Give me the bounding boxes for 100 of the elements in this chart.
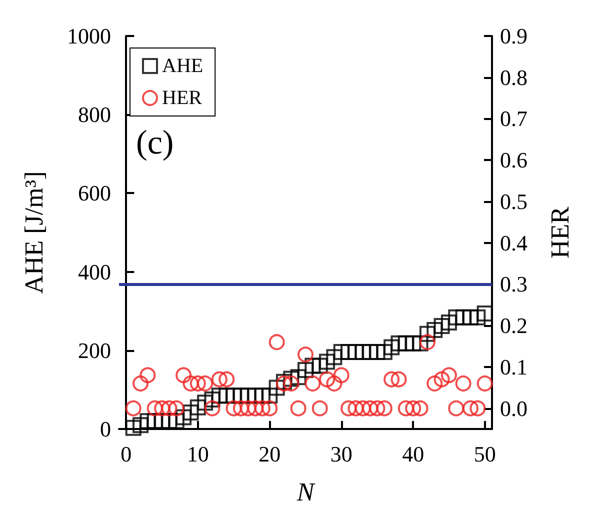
point: [168, 400, 184, 416]
point: [290, 400, 306, 416]
point: [154, 400, 170, 416]
point: [298, 362, 314, 378]
y2-tick-label: 0.1: [500, 354, 528, 380]
point: [262, 388, 278, 404]
point: [176, 367, 192, 384]
point: [218, 388, 235, 404]
point: [362, 344, 378, 360]
y-tick-label: 400: [78, 259, 111, 284]
point: [405, 335, 422, 352]
point: [125, 420, 142, 436]
point: [412, 335, 428, 352]
point: [476, 305, 493, 322]
y2-tick-label: 0.5: [500, 188, 528, 214]
point: [462, 309, 478, 326]
point: [283, 376, 300, 392]
point: [426, 322, 443, 338]
x-tick-label: 50: [474, 442, 496, 466]
y2-axis-title: HER: [546, 206, 574, 258]
y2-tick-label: 0.7: [500, 106, 528, 132]
point: [132, 417, 149, 434]
point: [462, 400, 478, 416]
point: [268, 380, 285, 396]
point: [290, 369, 306, 386]
point: [190, 376, 206, 392]
point: [405, 400, 422, 416]
x-tick-label: 10: [186, 442, 209, 466]
point: [240, 400, 256, 416]
point: [326, 349, 342, 366]
legend-label: HER: [162, 87, 203, 109]
point: [168, 413, 184, 430]
point: [319, 371, 336, 388]
point: [455, 376, 472, 392]
annotation: (c): [136, 124, 174, 162]
point: [434, 371, 450, 388]
point: [440, 314, 457, 330]
point: [326, 376, 342, 392]
point: [182, 404, 199, 420]
y-tick-label: 600: [78, 180, 111, 206]
point: [254, 400, 270, 416]
point: [369, 400, 386, 416]
point: [419, 326, 436, 342]
point: [412, 400, 428, 416]
legend-label: AHE: [162, 55, 204, 77]
point: [298, 346, 314, 363]
point: [268, 334, 285, 350]
point: [369, 344, 386, 360]
point: [247, 400, 264, 416]
y-tick-label: 800: [78, 102, 111, 128]
point: [232, 388, 249, 404]
point: [218, 371, 235, 388]
x-tick-label: 30: [330, 442, 352, 466]
point: [254, 388, 270, 404]
y2-tick-label: 0.2: [500, 313, 528, 338]
point: [434, 318, 450, 334]
point: [140, 367, 156, 384]
x-tick-label: 0: [120, 442, 132, 466]
point: [125, 400, 142, 416]
point: [440, 367, 457, 384]
point: [319, 354, 336, 370]
point: [226, 400, 242, 416]
point: [312, 400, 328, 416]
point: [390, 371, 407, 388]
point: [204, 400, 220, 416]
point: [132, 376, 149, 392]
y2-tick-label: 0.3: [500, 272, 528, 297]
point: [197, 376, 214, 392]
point: [190, 399, 206, 416]
point: [376, 344, 392, 360]
y-tick-label: 200: [78, 338, 111, 363]
point: [348, 400, 364, 416]
y-tick-label: 0: [100, 416, 111, 442]
point: [384, 339, 400, 356]
point: [333, 367, 350, 384]
point: [211, 388, 228, 404]
point: [211, 371, 228, 388]
point: [419, 334, 436, 350]
point: [262, 400, 278, 416]
x-axis-title: N: [296, 478, 316, 506]
y-axis-title: AHE [J/m³]: [20, 171, 48, 294]
point: [176, 409, 192, 426]
point: [161, 413, 178, 430]
point: [470, 309, 486, 326]
x-tick-label: 20: [258, 442, 281, 466]
point: [340, 400, 357, 416]
y2-tick-label: 0.6: [500, 148, 528, 173]
point: [340, 344, 357, 360]
point: [232, 400, 249, 416]
point: [384, 371, 400, 388]
point: [146, 400, 163, 416]
point: [398, 400, 414, 416]
point: [304, 358, 321, 374]
point: [348, 344, 364, 360]
point: [182, 376, 199, 392]
point: [283, 370, 300, 387]
point: [197, 394, 214, 411]
point: [398, 335, 414, 352]
y2-tick-label: 0.0: [500, 396, 528, 421]
point: [470, 400, 486, 416]
